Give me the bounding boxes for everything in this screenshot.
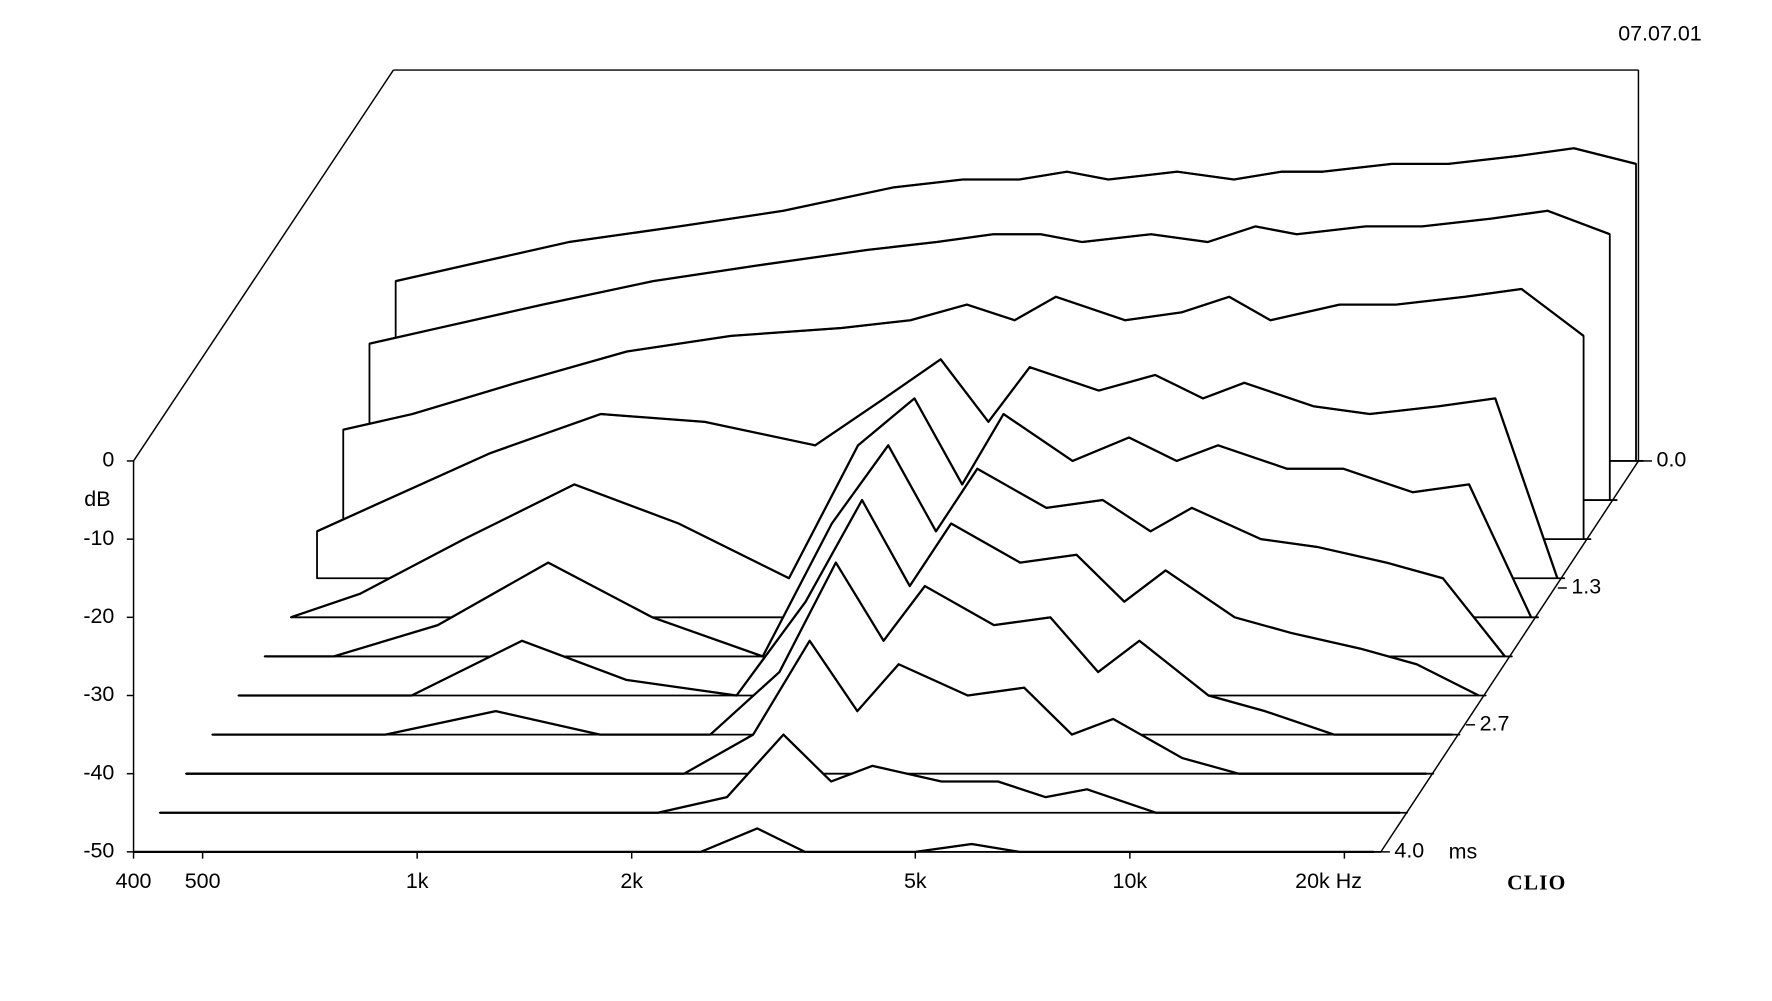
z-tick-label: 0.0 bbox=[1657, 448, 1687, 472]
x-tick-label: 1k bbox=[406, 869, 429, 893]
slice-line bbox=[316, 358, 1559, 579]
x-tick-label: 400 bbox=[116, 869, 152, 893]
frame bbox=[132, 69, 1640, 853]
z-tick-label: 1.3 bbox=[1571, 575, 1601, 599]
y-tick-label: -30 bbox=[83, 682, 114, 706]
y-tick-label: -20 bbox=[83, 604, 114, 628]
y-tick-label: -40 bbox=[83, 760, 114, 784]
slice-line bbox=[212, 561, 1453, 736]
brand-label: CLIO bbox=[1507, 871, 1566, 895]
frame-edge bbox=[132, 69, 395, 462]
z-tick-label: 2.7 bbox=[1480, 711, 1510, 735]
x-tick-label: 5k bbox=[904, 869, 927, 893]
slice-line bbox=[395, 147, 1637, 283]
slice-line bbox=[238, 498, 1480, 697]
slice-line bbox=[159, 733, 1401, 814]
frame-edge bbox=[1380, 460, 1640, 853]
slice-mask bbox=[132, 827, 1382, 853]
slice-line bbox=[342, 287, 1585, 431]
slice-line bbox=[185, 639, 1427, 775]
slice-line bbox=[290, 397, 1533, 619]
y-axis-label: dB bbox=[84, 487, 110, 511]
z-tick-label: 4.0 bbox=[1394, 839, 1424, 863]
date-label: 07.07.01 bbox=[1618, 22, 1702, 46]
y-tick-label: -10 bbox=[83, 526, 114, 550]
x-tick-label: 20k Hz bbox=[1295, 869, 1362, 893]
x-tick-label: 2k bbox=[620, 869, 643, 893]
y-tick-label: 0 bbox=[102, 448, 114, 472]
y-tick-label: -50 bbox=[83, 839, 114, 863]
x-tick-label: 500 bbox=[185, 869, 221, 893]
slice-line bbox=[264, 444, 1506, 658]
z-axis-label: ms bbox=[1449, 840, 1478, 864]
slice-line bbox=[369, 209, 1611, 345]
x-tick-label: 10k bbox=[1113, 869, 1148, 893]
